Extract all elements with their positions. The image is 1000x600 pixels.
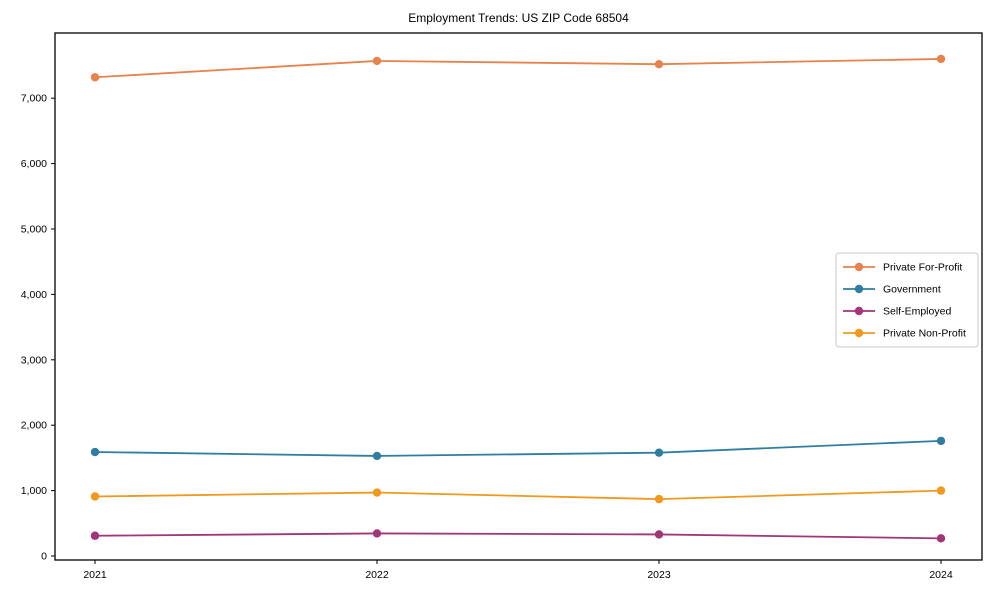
data-point-private-for-profit-2024 <box>936 54 946 64</box>
y-tick-label-0: 0 <box>41 551 47 563</box>
series-group <box>90 54 946 543</box>
data-point-government-2023 <box>654 448 664 457</box>
x-tick-label-2021: 2021 <box>83 569 107 581</box>
chart-title: Employment Trends: US ZIP Code 68504 <box>408 11 629 25</box>
data-point-self-employed-2021 <box>90 531 100 540</box>
data-point-private-non-profit-2022 <box>372 488 382 497</box>
y-tick-label-1-000: 1,000 <box>21 485 47 497</box>
series-line-private-for-profit <box>94 58 942 79</box>
legend-marker-private-for-profit <box>854 262 864 272</box>
legend-label-private-for-profit: Private For-Profit <box>883 262 962 274</box>
data-point-private-for-profit-2023 <box>654 59 664 69</box>
data-point-private-for-profit-2022 <box>372 56 382 66</box>
y-tick-label-7-000: 7,000 <box>21 93 47 105</box>
legend-marker-government <box>854 284 864 294</box>
data-point-self-employed-2024 <box>936 534 946 543</box>
legend-label-government: Government <box>883 284 941 296</box>
plot-area-frame <box>54 32 983 561</box>
data-point-self-employed-2022 <box>372 529 382 538</box>
x-tick-label-2023: 2023 <box>647 569 671 581</box>
x-axis: 2021 2022 2023 2024 <box>83 560 953 581</box>
data-point-self-employed-2023 <box>654 530 664 539</box>
data-point-private-non-profit-2023 <box>654 494 664 504</box>
data-point-private-non-profit-2021 <box>90 492 100 501</box>
legend-box <box>835 252 979 348</box>
legend-marker-private-non-profit <box>854 328 864 338</box>
legend: Private For-Profit Government Self-Employe… <box>835 252 979 348</box>
data-point-government-2024 <box>936 436 946 446</box>
y-tick-label-6-000: 6,000 <box>21 158 47 170</box>
data-point-private-non-profit-2024 <box>936 486 946 495</box>
y-tick-label-2-000: 2,000 <box>21 420 47 432</box>
series-line-self-employed <box>94 532 942 540</box>
y-tick-label-3-000: 3,000 <box>21 354 47 366</box>
x-tick-label-2022: 2022 <box>365 569 389 581</box>
data-point-private-for-profit-2021 <box>90 73 100 82</box>
series-line-government <box>94 439 942 457</box>
y-axis: 0 1,000 2,000 3,000 4,000 5,000 6,000 7,000 <box>21 93 55 563</box>
data-point-government-2021 <box>90 447 100 457</box>
x-tick-label-2024: 2024 <box>929 569 953 581</box>
legend-label-private-non-profit: Private Non-Profit <box>883 328 966 340</box>
series-line-private-non-profit <box>94 489 942 501</box>
legend-label-self-employed: Self-Employed <box>883 306 951 318</box>
y-tick-label-5-000: 5,000 <box>21 224 47 236</box>
y-tick-label-4-000: 4,000 <box>21 289 47 301</box>
legend-marker-self-employed <box>854 306 864 316</box>
data-point-government-2022 <box>372 451 382 461</box>
